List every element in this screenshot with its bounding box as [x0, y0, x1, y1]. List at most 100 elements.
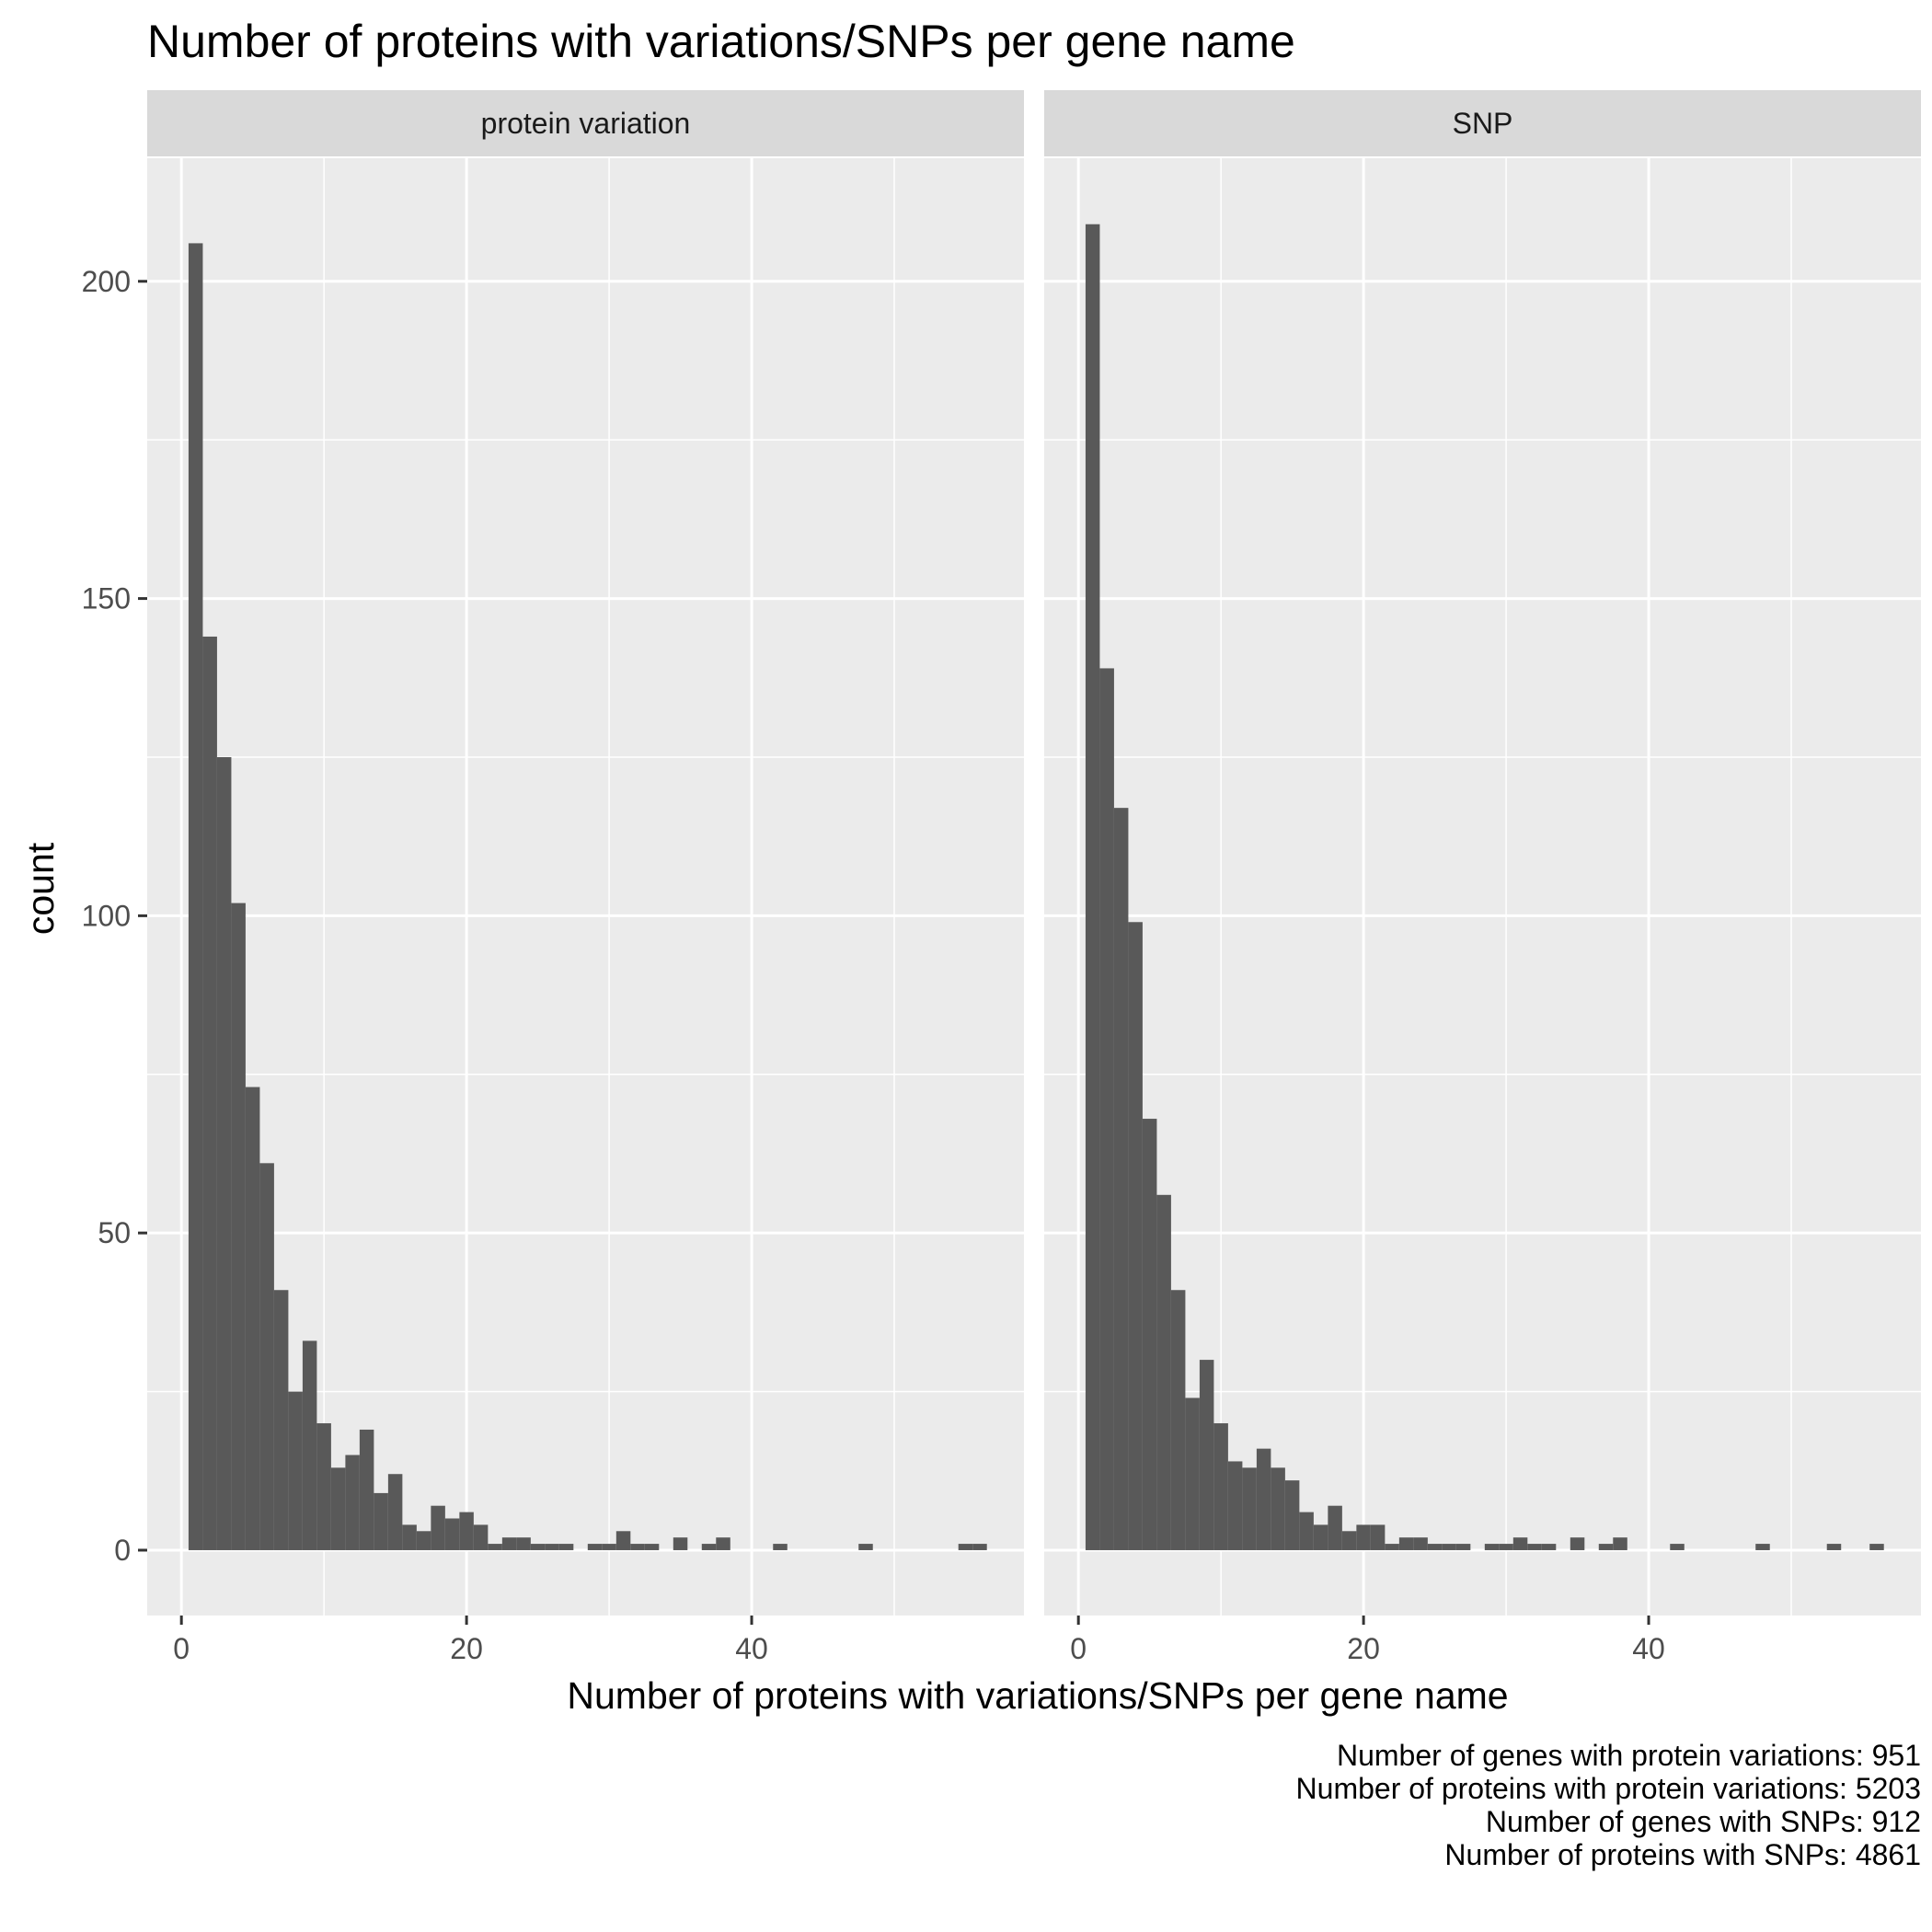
histogram-bar — [615, 1531, 631, 1550]
y-tick-label: 200 — [82, 265, 131, 298]
y-axis: 0 50 100 150 200 — [82, 265, 147, 1567]
caption-line: Number of proteins with protein variatio… — [1296, 1772, 1921, 1805]
caption-line: Number of proteins with SNPs: 4861 — [1444, 1838, 1921, 1871]
histogram-bar — [216, 756, 232, 1550]
histogram-bar — [1613, 1537, 1627, 1550]
histogram-bar — [1199, 1360, 1214, 1550]
chart-title: Number of proteins with variations/SNPs … — [147, 16, 1295, 67]
histogram-bar — [1427, 1544, 1443, 1550]
histogram-bar — [1341, 1531, 1357, 1550]
x-axis-title: Number of proteins with variations/SNPs … — [567, 1674, 1508, 1717]
histogram-bar — [587, 1544, 603, 1550]
histogram-bar — [1099, 668, 1114, 1550]
histogram-bar — [1826, 1544, 1842, 1550]
panel-1: SNP — [1044, 90, 1921, 1616]
histogram-bar — [288, 1391, 303, 1550]
histogram-bar — [1242, 1467, 1257, 1550]
histogram-bar — [1413, 1537, 1428, 1550]
histogram-bar — [316, 1423, 331, 1550]
histogram-bar — [402, 1524, 417, 1550]
histogram-bar — [1755, 1544, 1770, 1550]
histogram-bar — [359, 1429, 374, 1550]
histogram-bar — [1284, 1480, 1300, 1550]
histogram-bar — [188, 243, 203, 1550]
histogram-bar — [273, 1290, 289, 1550]
panel-background — [147, 158, 1024, 1616]
x-tick-label: 40 — [1632, 1632, 1665, 1665]
y-tick-label: 150 — [82, 582, 131, 615]
histogram-bar — [716, 1537, 730, 1550]
histogram-bar — [1170, 1290, 1186, 1550]
histogram-bar — [259, 1163, 274, 1550]
histogram-bar — [602, 1544, 616, 1550]
histogram-bar — [302, 1340, 317, 1550]
histogram-bar — [501, 1537, 517, 1550]
histogram-bar — [1271, 1467, 1285, 1550]
histogram-bar — [858, 1544, 873, 1550]
histogram-bar — [1356, 1524, 1371, 1550]
histogram-bar — [231, 903, 246, 1550]
histogram-bar — [1313, 1524, 1328, 1550]
histogram-bar — [1213, 1423, 1228, 1550]
histogram-bar — [1156, 1194, 1171, 1550]
histogram-bar — [1541, 1544, 1557, 1550]
facet-strip — [1044, 90, 1921, 156]
histogram-bar — [558, 1544, 574, 1550]
facet-label: protein variation — [481, 107, 691, 140]
histogram-bar — [1299, 1512, 1314, 1550]
facet-label: SNP — [1453, 107, 1513, 140]
facet-strip — [147, 90, 1024, 156]
x-tick-label: 40 — [735, 1632, 768, 1665]
histogram-bar — [701, 1544, 717, 1550]
caption-line: Number of genes with protein variations:… — [1337, 1739, 1921, 1772]
histogram-bar — [1085, 224, 1100, 1550]
histogram-bar — [773, 1544, 788, 1550]
histogram-bar — [387, 1474, 403, 1550]
histogram-bar — [630, 1544, 645, 1550]
histogram-bar — [431, 1505, 445, 1550]
histogram-bar — [958, 1544, 973, 1550]
histogram-bar — [1128, 922, 1143, 1550]
histogram-bar — [202, 636, 217, 1550]
histogram-bar — [1398, 1537, 1414, 1550]
histogram-bar — [1442, 1544, 1456, 1550]
histogram-bar — [459, 1512, 474, 1550]
histogram-bar — [1499, 1544, 1513, 1550]
histogram-bar — [545, 1544, 559, 1550]
histogram-bar — [530, 1544, 546, 1550]
histogram-bar — [972, 1544, 987, 1550]
histogram-bar — [1227, 1461, 1243, 1550]
histogram-bar — [1385, 1544, 1399, 1550]
histogram-bar — [1142, 1119, 1157, 1550]
histogram-bar — [644, 1544, 660, 1550]
facet-panels: protein variation SNP — [147, 90, 1921, 1616]
histogram-bar — [1455, 1544, 1471, 1550]
histogram-bar — [416, 1531, 431, 1550]
x-tick-label: 0 — [1070, 1632, 1087, 1665]
histogram-bar — [374, 1492, 388, 1550]
histogram-bar — [330, 1467, 346, 1550]
histogram-bar — [473, 1524, 489, 1550]
histogram-bar — [488, 1544, 502, 1550]
x-axes: 0 20 40 0 20 40 — [173, 1616, 1665, 1665]
panel-0: protein variation — [147, 90, 1024, 1616]
histogram-bar — [1256, 1448, 1271, 1550]
y-tick-label: 0 — [114, 1534, 131, 1567]
histogram-bar — [1113, 808, 1129, 1550]
histogram-bar — [673, 1537, 688, 1550]
histogram-bar — [1570, 1537, 1585, 1550]
histogram-bar — [1598, 1544, 1614, 1550]
caption-line: Number of genes with SNPs: 912 — [1486, 1805, 1921, 1838]
histogram-bar — [444, 1518, 460, 1550]
histogram-bar — [1527, 1544, 1542, 1550]
panel-background — [1044, 158, 1921, 1616]
histogram-bar — [1185, 1397, 1200, 1550]
histogram-bar — [1370, 1524, 1386, 1550]
y-tick-label: 50 — [98, 1216, 131, 1249]
y-axis-title: count — [19, 842, 62, 935]
histogram-bar — [516, 1537, 531, 1550]
histogram-bar — [1484, 1544, 1500, 1550]
histogram-bar — [345, 1455, 360, 1550]
y-tick-label: 100 — [82, 899, 131, 932]
